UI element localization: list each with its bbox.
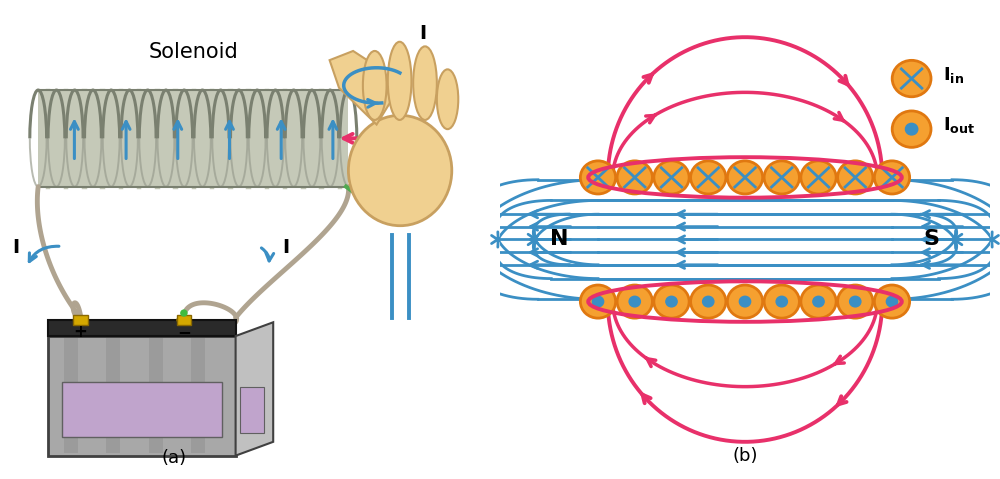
Circle shape — [850, 297, 861, 307]
Ellipse shape — [437, 69, 458, 129]
Text: Solenoid: Solenoid — [148, 43, 238, 62]
Bar — [62, 382, 222, 437]
Text: (a): (a) — [162, 449, 187, 467]
Circle shape — [739, 297, 751, 307]
Bar — [38, 90, 348, 187]
Text: S: S — [923, 229, 939, 250]
Text: −: − — [177, 323, 191, 342]
Text: $\mathbf{I}_{\mathbf{in}}$: $\mathbf{I}_{\mathbf{in}}$ — [943, 65, 965, 85]
Bar — [177, 315, 191, 325]
Circle shape — [691, 285, 726, 318]
Circle shape — [874, 285, 910, 318]
Circle shape — [764, 161, 799, 194]
Circle shape — [617, 285, 652, 318]
Circle shape — [764, 285, 799, 318]
Text: N: N — [550, 229, 568, 250]
Ellipse shape — [363, 51, 387, 120]
Circle shape — [801, 285, 836, 318]
Circle shape — [666, 297, 677, 307]
Circle shape — [180, 309, 188, 317]
Circle shape — [905, 124, 918, 135]
Ellipse shape — [413, 46, 437, 120]
Text: B: B — [417, 126, 431, 146]
Circle shape — [838, 285, 873, 318]
Text: $\mathbf{I}_{\mathbf{out}}$: $\mathbf{I}_{\mathbf{out}}$ — [943, 115, 976, 136]
Circle shape — [801, 161, 836, 194]
Text: I: I — [12, 238, 19, 257]
Circle shape — [617, 161, 652, 194]
Circle shape — [776, 297, 787, 307]
Circle shape — [654, 161, 689, 194]
Circle shape — [838, 161, 873, 194]
Ellipse shape — [73, 317, 88, 323]
Polygon shape — [236, 322, 273, 456]
Text: I: I — [419, 24, 426, 44]
Bar — [106, 338, 120, 453]
Bar — [149, 338, 163, 453]
Bar — [64, 338, 78, 453]
Circle shape — [592, 297, 604, 307]
Circle shape — [874, 161, 910, 194]
Circle shape — [580, 285, 616, 318]
Circle shape — [886, 297, 898, 307]
Circle shape — [629, 297, 640, 307]
Polygon shape — [330, 51, 391, 125]
Ellipse shape — [388, 42, 411, 120]
Circle shape — [654, 285, 689, 318]
Circle shape — [703, 297, 714, 307]
Text: +: + — [74, 323, 87, 342]
Ellipse shape — [348, 115, 452, 226]
Bar — [48, 320, 236, 336]
Circle shape — [892, 111, 931, 148]
Bar — [240, 387, 264, 433]
Bar — [191, 338, 205, 453]
Circle shape — [580, 161, 616, 194]
Circle shape — [813, 297, 824, 307]
Circle shape — [691, 161, 726, 194]
Text: (b): (b) — [732, 447, 758, 465]
Circle shape — [727, 161, 763, 194]
Text: I: I — [283, 238, 290, 257]
Circle shape — [892, 60, 931, 97]
Bar — [73, 315, 88, 325]
Bar — [48, 336, 236, 456]
Circle shape — [727, 285, 763, 318]
Ellipse shape — [177, 317, 191, 323]
